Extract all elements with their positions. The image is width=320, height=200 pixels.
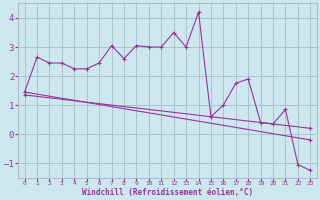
- X-axis label: Windchill (Refroidissement éolien,°C): Windchill (Refroidissement éolien,°C): [82, 188, 253, 197]
